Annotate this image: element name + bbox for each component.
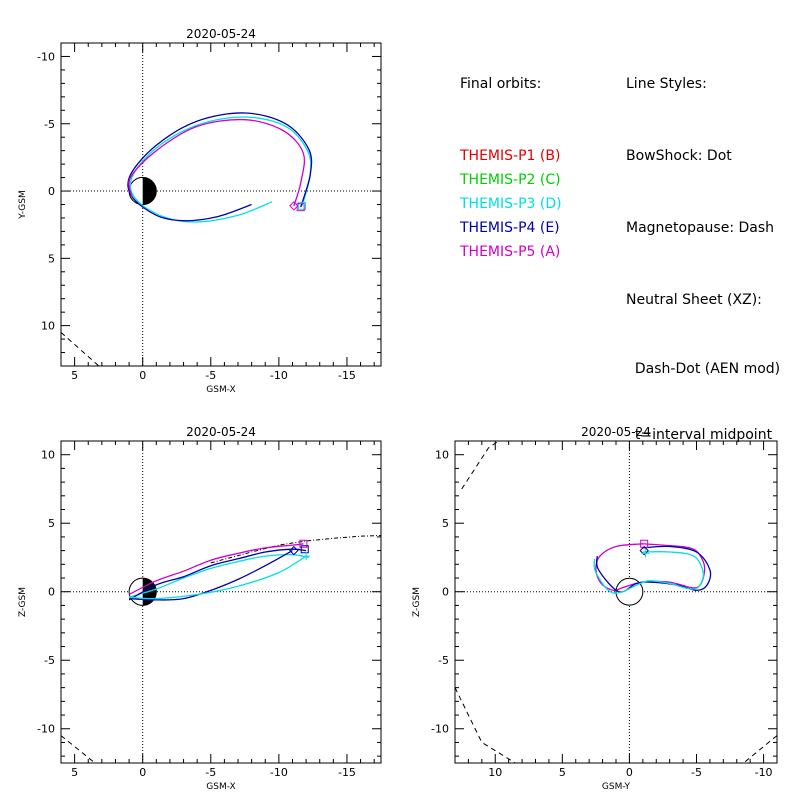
orbit-p4 (595, 545, 712, 593)
x-tick-label: 0 (139, 369, 146, 382)
y-axis-label: Z-GSM (18, 587, 28, 617)
y-tick-label: -10 (37, 50, 55, 63)
minor-ticks (454, 440, 778, 763)
x-tick-label: 10 (488, 766, 502, 779)
orbit-p5 (595, 543, 706, 592)
magnetopause-line (461, 441, 500, 490)
x-tick-label: -15 (338, 766, 356, 779)
minor-ticks (60, 42, 381, 367)
magnetopause-line (61, 332, 100, 366)
orbit-p5 (128, 118, 306, 206)
plot-frame (60, 42, 382, 367)
chart-panel-2: 5 0 -5 -10 -15 -10 -5 0 5 10 2020-05-24 GSM-X Z-GSM (18, 425, 382, 792)
x-tick-label: 5 (71, 369, 78, 382)
end-marker-plus (302, 552, 311, 561)
magnetopause-line (743, 735, 777, 763)
chart-title: 2020-05-24 (186, 425, 256, 439)
x-tick-label: 5 (71, 766, 78, 779)
x-tick-label: 0 (626, 766, 633, 779)
end-marker-square (296, 203, 305, 212)
legend-probe-5: THEMIS-P5 (A) (460, 244, 561, 260)
orbit-p5 (128, 543, 304, 596)
y-tick-label: 0 (48, 185, 55, 198)
y-tick-label: 5 (442, 517, 449, 530)
line-style-magnetopause: Magnetopause: Dash (626, 220, 775, 236)
end-marker-square (300, 545, 309, 554)
legend-probe-2: THEMIS-P2 (C) (460, 172, 561, 188)
y-tick-label: -5 (44, 654, 55, 667)
plot-area (455, 441, 777, 763)
line-styles-title: Line Styles: (626, 76, 707, 92)
end-marker-square (298, 201, 307, 210)
y-tick-label: 10 (435, 449, 449, 462)
legend-probe-3: THEMIS-P3 (D) (460, 196, 562, 212)
x-axis-label: GSM-Y (602, 782, 631, 792)
y-tick-label: -10 (431, 723, 449, 736)
y-tick-label: 10 (41, 320, 55, 333)
x-tick-label: 0 (139, 766, 146, 779)
x-tick-label: -5 (205, 369, 216, 382)
neutral-sheet-line (210, 535, 381, 564)
y-axis-label: Y-GSM (18, 190, 28, 219)
y-tick-label: -5 (44, 118, 55, 131)
line-style-neutral-sheet-model: Dash-Dot (AEN mod) (626, 361, 781, 377)
y-tick-label: 0 (442, 586, 449, 599)
plot-area (61, 43, 381, 366)
final-orbits-legend: Final orbits: THEMIS-P1 (B) THEMIS-P2 (C)… (460, 24, 562, 288)
x-axis-label: GSM-X (206, 782, 235, 792)
y-tick-label: 10 (41, 449, 55, 462)
y-tick-label: -10 (37, 723, 55, 736)
end-marker-diamond (289, 545, 299, 556)
plot-area (61, 441, 381, 763)
chart-title: 2020-05-24 (186, 27, 256, 41)
minor-ticks (60, 440, 381, 763)
x-tick-label: -10 (270, 369, 288, 382)
line-style-neutral-sheet: Neutral Sheet (XZ): (626, 292, 762, 308)
y-axis-label: Z-GSM (412, 587, 422, 617)
end-marker-diamond (289, 201, 299, 211)
end-marker-diamond (639, 545, 649, 556)
orbit-p3 (128, 554, 309, 598)
orbit-p4 (127, 112, 313, 222)
orbit-p3-return (129, 555, 307, 600)
chart-title: 2020-05-24 (581, 425, 651, 439)
end-marker-plus (641, 549, 650, 558)
probe-legend-list: THEMIS-P1 (B) THEMIS-P2 (C) THEMIS-P3 (D) T… (460, 144, 562, 264)
chart-panel-1: 5 0 -5 -10 -15 -10 -5 0 5 10 2020-05-24 GSM-X Y-GSM (18, 27, 382, 395)
line-style-bowshock: BowShock: Dot (626, 148, 732, 164)
x-tick-label: -15 (338, 369, 356, 382)
magnetopause-line (455, 687, 516, 763)
x-tick-label: -5 (691, 766, 702, 779)
x-tick-label: -10 (270, 766, 288, 779)
x-tick-label: -10 (755, 766, 773, 779)
legend-probe-4: THEMIS-P4 (E) (460, 220, 560, 236)
orbit-p3 (129, 116, 312, 223)
final-orbits-title: Final orbits: (460, 76, 542, 92)
y-tick-label: 5 (48, 252, 55, 265)
x-tick-label: -5 (205, 766, 216, 779)
x-tick-label: 5 (559, 766, 566, 779)
orbit-p3 (593, 551, 705, 594)
y-tick-label: 0 (48, 586, 55, 599)
y-tick-label: -5 (438, 654, 449, 667)
line-styles-legend: Line Styles: BowShock: Dot Magnetopause:… (626, 24, 780, 468)
end-marker-square (299, 539, 308, 548)
plot-frame (454, 440, 778, 764)
orbit-p4-return (129, 550, 293, 601)
magnetopause-line (61, 735, 96, 763)
y-tick-label: 5 (48, 517, 55, 530)
earth-night-side (142, 177, 157, 205)
plot-frame (60, 440, 382, 764)
chart-panel-3: 10 5 0 -5 -10 -10 -5 0 5 10 2020-05-24 GSM-Y Z-GSM (412, 425, 778, 792)
line-style-time-note: t=interval midpoint (626, 427, 773, 443)
legend-probe-1: THEMIS-P1 (B) (460, 148, 561, 164)
x-axis-label: GSM-X (206, 385, 235, 395)
